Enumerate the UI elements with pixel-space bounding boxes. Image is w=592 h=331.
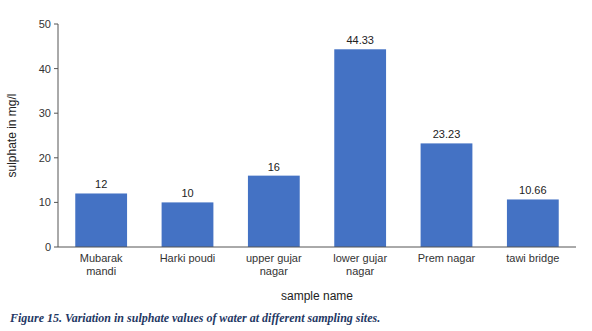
y-axis-line bbox=[58, 24, 59, 247]
data-label: 12 bbox=[95, 178, 107, 190]
y-tick bbox=[54, 113, 58, 114]
x-tick-label: lower gujarnagar bbox=[333, 252, 387, 277]
y-tick bbox=[54, 24, 58, 25]
bar bbox=[75, 193, 127, 247]
data-label: 10.66 bbox=[519, 184, 547, 196]
y-tick-label: 20 bbox=[39, 152, 51, 164]
y-tick bbox=[54, 247, 58, 248]
data-labels: 12 10 16 44.33 23.23 10.66 bbox=[95, 34, 547, 199]
y-tick-label: 40 bbox=[39, 63, 51, 75]
y-tick-label: 0 bbox=[45, 241, 51, 253]
data-label: 16 bbox=[268, 161, 280, 173]
y-tick-label: 10 bbox=[39, 196, 51, 208]
data-label: 23.23 bbox=[433, 128, 461, 140]
x-tick-label: Harki poudi bbox=[160, 252, 216, 264]
caption: Figure 15. Variation in sulphate values … bbox=[9, 311, 380, 325]
x-tick-label-line: tawi bridge bbox=[506, 252, 559, 264]
y-tick bbox=[54, 157, 58, 158]
y-axis-label: sulphate in mg/l bbox=[5, 93, 19, 177]
y-tick bbox=[54, 202, 58, 203]
y-tick-label: 30 bbox=[39, 107, 51, 119]
axes: 0 10 20 30 40 50 Mubarakmandi Harki poudi upper … bbox=[39, 18, 576, 277]
x-axis-label: sample name bbox=[281, 289, 353, 303]
bar bbox=[248, 176, 300, 247]
chart-svg: 12 10 16 44.33 23.23 10.66 0 10 20 30 40 50 Mubarakm… bbox=[0, 0, 592, 331]
x-tick-label-line: nagar bbox=[260, 265, 288, 277]
x-tick-label-line: Mubarak bbox=[80, 252, 123, 264]
x-tick-label: tawi bridge bbox=[506, 252, 559, 264]
bar bbox=[334, 49, 386, 247]
x-tick-label-line: Prem nagar bbox=[418, 252, 476, 264]
x-axis-line bbox=[58, 247, 576, 248]
x-tick-label: Prem nagar bbox=[418, 252, 476, 264]
x-tick-label-line: mandi bbox=[86, 265, 116, 277]
x-tick-label-line: Harki poudi bbox=[160, 252, 216, 264]
x-tick-label-line: lower gujar bbox=[333, 252, 387, 264]
chart-container: 12 10 16 44.33 23.23 10.66 0 10 20 30 40 50 Mubarakm… bbox=[0, 0, 592, 331]
x-tick-label-line: nagar bbox=[346, 265, 374, 277]
x-tick-label-line: upper gujar bbox=[246, 252, 302, 264]
data-label: 10 bbox=[181, 187, 193, 199]
bar bbox=[421, 143, 473, 247]
x-tick-label: upper gujarnagar bbox=[246, 252, 302, 277]
page: {"chart_data": {"type": "bar", "categori… bbox=[0, 0, 592, 331]
bar bbox=[507, 199, 559, 247]
y-tick bbox=[54, 68, 58, 69]
y-tick-label: 50 bbox=[39, 18, 51, 30]
bars bbox=[75, 49, 558, 247]
bar bbox=[162, 202, 214, 247]
data-label: 44.33 bbox=[346, 34, 374, 46]
x-tick-label: Mubarakmandi bbox=[80, 252, 123, 277]
